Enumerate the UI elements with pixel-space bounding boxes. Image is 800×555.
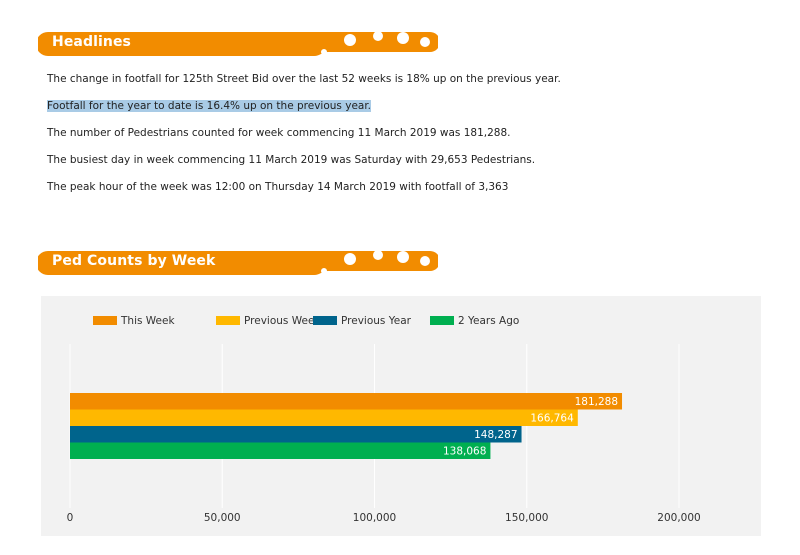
bar [70,426,522,443]
legend-swatch [93,316,117,325]
x-tick-label: 0 [67,512,74,524]
legend-swatch [313,316,337,325]
legend-label: This Week [120,315,175,327]
bar [70,393,623,410]
bar-value-label: 166,764 [530,413,574,425]
headline-text: The peak hour of the week was 12:00 on T… [47,181,509,193]
headline-line: The peak hour of the week was 12:00 on T… [47,180,767,194]
headline-line: The number of Pedestrians counted for we… [47,126,767,140]
ped-counts-title: Ped Counts by Week [52,253,216,269]
legend-label: 2 Years Ago [458,315,519,327]
headline-line: The busiest day in week commencing 11 Ma… [47,153,767,167]
bar-value-label: 138,068 [443,446,486,458]
chart-panel: This Week Previous Week Previous Year 2 Yea… [41,296,761,536]
headline-text: The busiest day in week commencing 11 Ma… [47,154,536,166]
banner-shape [38,250,438,275]
legend-swatch [216,316,240,325]
x-tick-label: 50,000 [204,512,241,524]
x-tick-label: 100,000 [353,512,396,524]
bar [70,442,491,459]
headline-line: The change in footfall for 125th Street … [47,72,767,86]
legend-swatch [430,316,454,325]
legend-label: Previous Year [341,315,412,327]
banner-shape [38,31,438,56]
x-tick-label: 200,000 [657,512,700,524]
bar [70,409,578,426]
headline-list: The change in footfall for 125th Street … [47,72,767,207]
headlines-banner: Headlines [38,30,438,58]
bar-value-label: 181,288 [575,396,618,408]
headline-highlight: Footfall for the year to date is 16.4% u… [47,100,372,112]
bar-chart: This Week Previous Week Previous Year 2 Yea… [67,315,701,524]
ped-counts-banner: Ped Counts by Week [38,249,438,277]
headline-text: The number of Pedestrians counted for we… [47,127,511,139]
legend-label: Previous Week [244,315,321,327]
bar-value-label: 148,287 [474,429,517,441]
headline-text: The change in footfall for 125th Street … [47,73,561,85]
headlines-title: Headlines [52,34,131,50]
headline-line: Footfall for the year to date is 16.4% u… [47,99,767,113]
x-tick-label: 150,000 [505,512,548,524]
